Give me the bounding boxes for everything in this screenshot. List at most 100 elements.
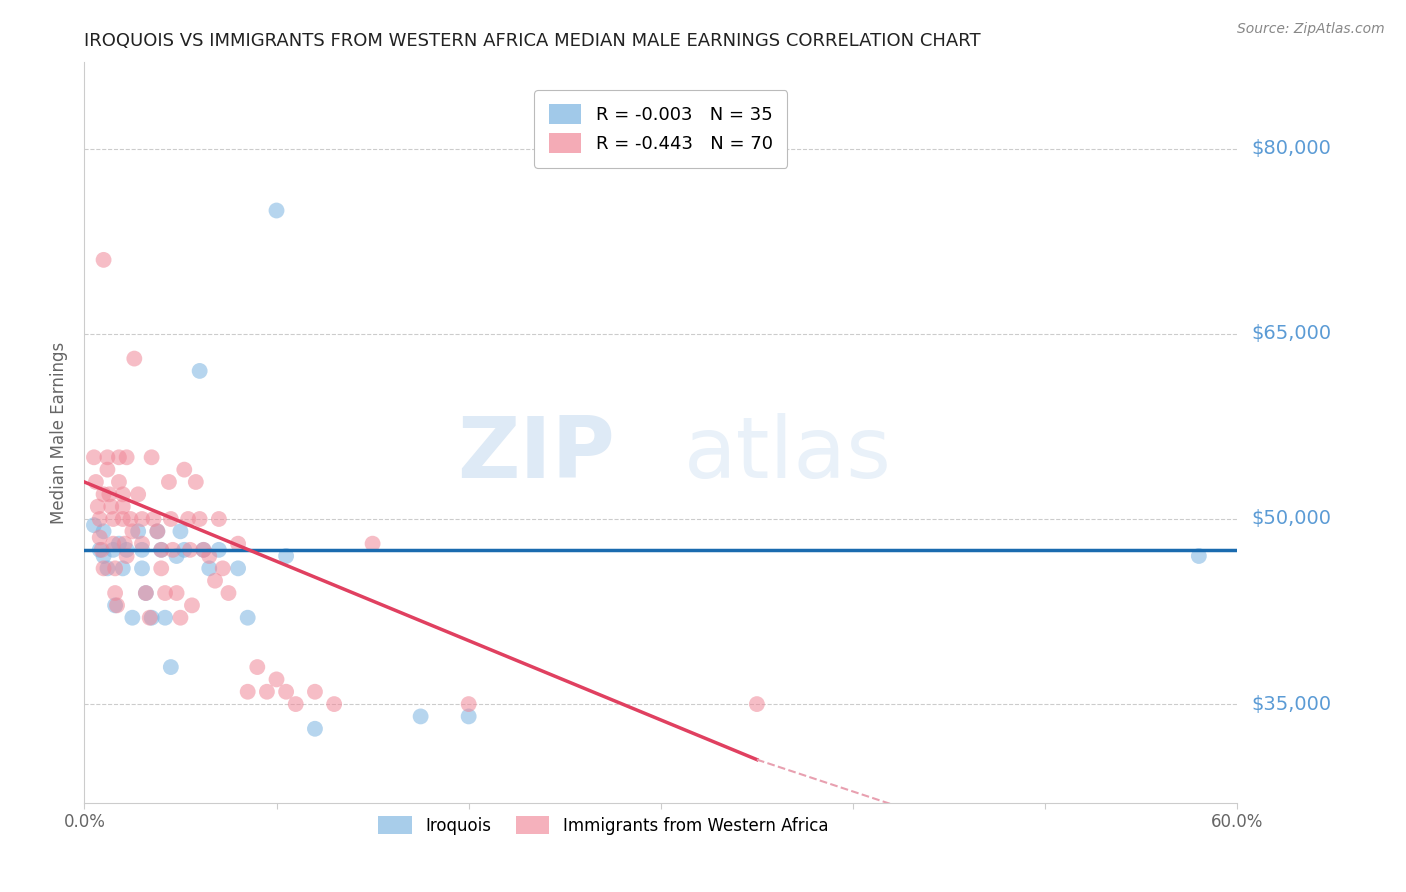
Point	[323, 697, 346, 711]
Point	[124, 351, 146, 366]
Point	[96, 462, 118, 476]
Point	[409, 709, 432, 723]
Point	[166, 549, 188, 563]
Point	[93, 252, 115, 267]
Point	[115, 549, 138, 563]
Point	[284, 697, 307, 711]
Legend: Iroquois, Immigrants from Western Africa: Iroquois, Immigrants from Western Africa	[367, 805, 839, 847]
Point	[208, 542, 231, 557]
Point	[127, 524, 149, 539]
Text: $80,000: $80,000	[1251, 139, 1331, 158]
Point	[115, 450, 138, 465]
Point	[103, 536, 124, 550]
Point	[135, 586, 157, 600]
Point	[166, 586, 188, 600]
Point	[131, 512, 153, 526]
Point	[266, 203, 288, 218]
Point	[150, 561, 173, 575]
Point	[105, 599, 128, 613]
Point	[131, 536, 153, 550]
Point	[111, 500, 134, 514]
Point	[114, 536, 136, 550]
Text: $50,000: $50,000	[1251, 509, 1331, 528]
Point	[181, 599, 204, 613]
Point	[84, 475, 107, 489]
Point	[236, 611, 259, 625]
Point	[208, 512, 231, 526]
Point	[157, 475, 180, 489]
Point	[304, 685, 326, 699]
Point	[198, 561, 221, 575]
Text: $65,000: $65,000	[1251, 325, 1331, 343]
Point	[93, 561, 115, 575]
Y-axis label: Median Male Earnings: Median Male Earnings	[51, 342, 69, 524]
Point	[361, 536, 384, 550]
Point	[141, 611, 163, 625]
Point	[93, 524, 115, 539]
Point	[226, 536, 249, 550]
Point	[236, 685, 259, 699]
Point	[153, 586, 176, 600]
Point	[177, 512, 200, 526]
Point	[173, 542, 195, 557]
Point	[83, 450, 105, 465]
Point	[173, 462, 195, 476]
Point	[104, 599, 127, 613]
Point	[160, 660, 183, 674]
Point	[89, 542, 111, 557]
Text: $35,000: $35,000	[1251, 695, 1331, 714]
Point	[276, 685, 298, 699]
Point	[188, 512, 211, 526]
Point	[96, 450, 118, 465]
Point	[150, 542, 173, 557]
Point	[103, 512, 124, 526]
Point	[188, 364, 211, 378]
Point	[104, 586, 127, 600]
Point	[108, 475, 131, 489]
Point	[276, 549, 298, 563]
Point	[153, 611, 176, 625]
Point	[111, 561, 134, 575]
Point	[184, 475, 207, 489]
Point	[103, 542, 124, 557]
Point	[120, 512, 142, 526]
Point	[96, 561, 118, 575]
Point	[89, 531, 111, 545]
Point	[457, 709, 479, 723]
Point	[131, 542, 153, 557]
Point	[211, 561, 233, 575]
Point	[457, 697, 479, 711]
Point	[98, 487, 121, 501]
Point	[127, 487, 149, 501]
Point	[93, 549, 115, 563]
Point	[146, 524, 169, 539]
Point	[1188, 549, 1211, 563]
Point	[135, 586, 157, 600]
Point	[87, 500, 110, 514]
Point	[83, 518, 105, 533]
Point	[108, 536, 131, 550]
Point	[193, 542, 215, 557]
Point	[108, 450, 131, 465]
Point	[179, 542, 201, 557]
Text: IROQUOIS VS IMMIGRANTS FROM WESTERN AFRICA MEDIAN MALE EARNINGS CORRELATION CHAR: IROQUOIS VS IMMIGRANTS FROM WESTERN AFRI…	[84, 32, 981, 50]
Point	[162, 542, 184, 557]
Point	[226, 561, 249, 575]
Point	[121, 611, 143, 625]
Point	[169, 611, 191, 625]
Point	[193, 542, 215, 557]
Point	[160, 512, 183, 526]
Point	[256, 685, 278, 699]
Text: atlas: atlas	[683, 413, 891, 496]
Point	[111, 512, 134, 526]
Point	[100, 500, 122, 514]
Point	[90, 542, 112, 557]
Point	[111, 487, 134, 501]
Point	[89, 512, 111, 526]
Point	[131, 561, 153, 575]
Point	[198, 549, 221, 563]
Point	[218, 586, 240, 600]
Point	[121, 524, 143, 539]
Point	[115, 542, 138, 557]
Point	[150, 542, 173, 557]
